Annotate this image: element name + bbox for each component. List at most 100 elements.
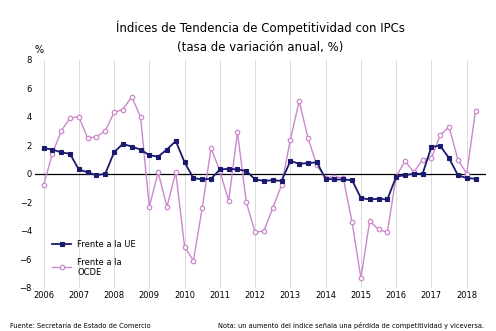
Frente a la
OCDE (226, 199, 232, 203)
Frente a la UE (349, 178, 355, 182)
Frente a la UE (58, 150, 64, 154)
Frente a la UE (323, 177, 329, 181)
Frente a la UE (340, 177, 346, 181)
Frente a la
OCDE (182, 245, 187, 249)
Frente a la
OCDE (464, 172, 470, 176)
Frente a la UE (85, 170, 91, 174)
Frente a la UE (164, 148, 170, 152)
Frente a la UE (402, 173, 408, 177)
Frente a la UE (111, 150, 117, 154)
Title: Índices de Tendencia de Competitividad con IPCs
(tasa de variación anual, %): Índices de Tendencia de Competitividad c… (116, 21, 405, 54)
Frente a la UE (287, 159, 293, 163)
Frente a la
OCDE (58, 129, 64, 133)
Frente a la
OCDE (173, 170, 179, 174)
Frente a la
OCDE (208, 146, 214, 150)
Frente a la UE (102, 172, 108, 176)
Frente a la UE (314, 161, 320, 165)
Frente a la
OCDE (437, 133, 443, 137)
Frente a la
OCDE (137, 115, 143, 119)
Frente a la
OCDE (50, 152, 56, 156)
Frente a la
OCDE (279, 183, 285, 187)
Frente a la UE (296, 162, 302, 166)
Frente a la
OCDE (244, 200, 249, 204)
Frente a la UE (182, 161, 187, 165)
Frente a la
OCDE (393, 175, 399, 179)
Frente a la UE (76, 167, 82, 171)
Frente a la
OCDE (76, 115, 82, 119)
Line: Frente a la
OCDE: Frente a la OCDE (41, 94, 478, 280)
Text: Nota: un aumento del índice señala una pérdida de competitividad y viceversa.: Nota: un aumento del índice señala una p… (218, 322, 485, 329)
Frente a la
OCDE (375, 227, 381, 231)
Frente a la
OCDE (164, 205, 170, 209)
Frente a la
OCDE (270, 206, 276, 210)
Frente a la UE (173, 139, 179, 143)
Frente a la UE (270, 178, 276, 182)
Frente a la UE (120, 142, 126, 146)
Frente a la
OCDE (420, 158, 426, 162)
Frente a la UE (446, 156, 452, 160)
Frente a la
OCDE (455, 158, 461, 162)
Frente a la UE (464, 176, 470, 180)
Frente a la
OCDE (217, 169, 223, 173)
Frente a la
OCDE (41, 183, 47, 187)
Frente a la UE (473, 177, 479, 181)
Frente a la
OCDE (120, 108, 126, 112)
Frente a la UE (235, 167, 241, 171)
Frente a la UE (93, 173, 99, 177)
Frente a la
OCDE (287, 138, 293, 142)
Frente a la UE (137, 148, 143, 152)
Frente a la UE (393, 175, 399, 179)
Frente a la
OCDE (93, 135, 99, 139)
Frente a la
OCDE (146, 205, 152, 209)
Frente a la
OCDE (199, 206, 205, 210)
Frente a la UE (437, 144, 443, 148)
Frente a la UE (50, 148, 56, 152)
Frente a la UE (261, 179, 267, 183)
Frente a la UE (244, 169, 249, 173)
Frente a la UE (411, 172, 417, 176)
Frente a la
OCDE (411, 170, 417, 174)
Frente a la UE (279, 179, 285, 183)
Frente a la
OCDE (323, 176, 329, 180)
Legend: Frente a la UE, Frente a la
OCDE: Frente a la UE, Frente a la OCDE (53, 240, 136, 277)
Frente a la
OCDE (102, 129, 108, 133)
Frente a la
OCDE (446, 125, 452, 129)
Frente a la UE (190, 176, 196, 180)
Frente a la UE (305, 161, 311, 165)
Frente a la UE (420, 172, 426, 176)
Frente a la UE (375, 197, 381, 201)
Frente a la UE (217, 167, 223, 171)
Frente a la
OCDE (367, 219, 372, 223)
Frente a la
OCDE (261, 229, 267, 233)
Frente a la
OCDE (296, 99, 302, 103)
Frente a la UE (252, 177, 258, 181)
Frente a la
OCDE (155, 170, 161, 174)
Frente a la UE (226, 167, 232, 171)
Frente a la UE (384, 198, 390, 202)
Frente a la
OCDE (129, 95, 135, 99)
Frente a la
OCDE (358, 276, 364, 280)
Frente a la
OCDE (384, 230, 390, 234)
Frente a la
OCDE (314, 163, 320, 167)
Frente a la
OCDE (111, 111, 117, 115)
Frente a la UE (429, 145, 434, 149)
Text: Fuente: Secretaría de Estado de Comercio: Fuente: Secretaría de Estado de Comercio (10, 323, 151, 329)
Frente a la UE (331, 177, 337, 181)
Frente a la
OCDE (67, 116, 73, 120)
Frente a la
OCDE (473, 109, 479, 113)
Frente a la UE (455, 173, 461, 177)
Text: %: % (35, 45, 44, 55)
Frente a la UE (208, 177, 214, 181)
Frente a la
OCDE (429, 156, 434, 160)
Frente a la
OCDE (85, 136, 91, 140)
Frente a la
OCDE (349, 220, 355, 224)
Line: Frente a la UE: Frente a la UE (42, 139, 478, 201)
Frente a la
OCDE (402, 159, 408, 163)
Frente a la
OCDE (190, 259, 196, 263)
Frente a la UE (67, 152, 73, 156)
Frente a la UE (199, 177, 205, 181)
Frente a la UE (155, 155, 161, 159)
Frente a la
OCDE (305, 136, 311, 140)
Frente a la UE (41, 146, 47, 150)
Frente a la
OCDE (340, 176, 346, 180)
